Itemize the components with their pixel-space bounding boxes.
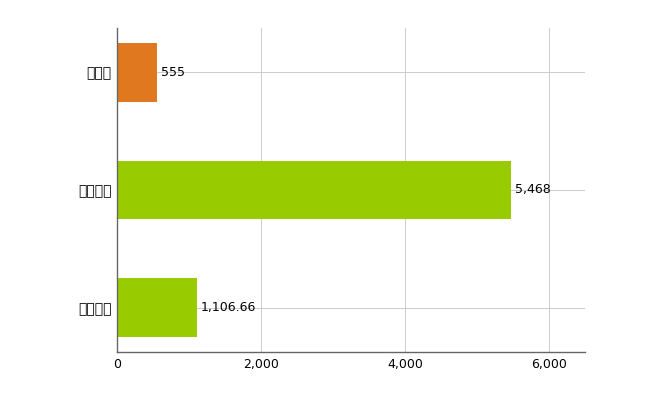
- Bar: [117, 160, 511, 220]
- Text: 5,468: 5,468: [515, 184, 551, 196]
- Bar: [117, 278, 197, 337]
- Text: 1,106.66: 1,106.66: [201, 301, 256, 314]
- Text: 555: 555: [161, 66, 185, 79]
- Bar: [117, 43, 157, 102]
